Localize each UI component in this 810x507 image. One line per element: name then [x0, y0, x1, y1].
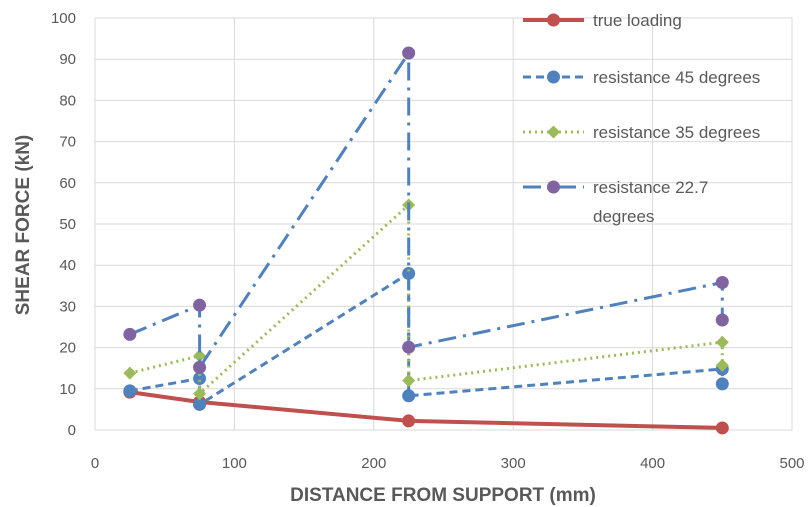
data-series — [123, 46, 729, 435]
y-axis-title: SHEAR FORCE (kN) — [13, 135, 34, 316]
y-tick-label: 80 — [59, 92, 76, 109]
x-axis-title: DISTANCE FROM SUPPORT (mm) — [290, 485, 596, 506]
data-point — [402, 414, 416, 428]
legend-swatch-marker — [547, 180, 560, 194]
data-point — [715, 313, 729, 327]
y-axis-ticks: 0 10 20 30 40 50 60 70 80 90 100 — [51, 10, 76, 439]
x-tick-label: 300 — [501, 455, 526, 472]
data-point — [715, 335, 729, 349]
y-tick-label: 20 — [59, 340, 76, 357]
data-point — [402, 340, 416, 354]
data-point — [193, 397, 207, 411]
y-tick-label: 40 — [59, 257, 76, 274]
legend-swatch-marker — [547, 13, 560, 27]
data-point — [193, 372, 207, 385]
legend-label: resistance 45 degrees — [593, 68, 760, 87]
x-axis-ticks: 0 100 200 300 400 500 — [91, 455, 805, 472]
legend-label: resistance 22.7 — [593, 178, 708, 197]
y-tick-label: 90 — [59, 51, 76, 68]
data-point — [402, 374, 416, 388]
series-2 — [123, 198, 729, 401]
data-point — [193, 360, 207, 374]
series-line — [129, 203, 724, 396]
y-tick-label: 50 — [59, 216, 76, 233]
y-tick-label: 70 — [59, 134, 76, 151]
data-point — [715, 377, 729, 391]
legend-label: degrees — [593, 207, 654, 226]
y-tick-label: 30 — [59, 298, 76, 315]
data-point — [193, 298, 207, 312]
data-point — [402, 389, 416, 403]
series-line — [129, 390, 723, 430]
x-tick-label: 100 — [222, 455, 247, 472]
data-point — [193, 387, 207, 401]
y-tick-label: 100 — [51, 10, 76, 27]
data-point — [715, 276, 729, 290]
x-tick-label: 200 — [361, 455, 386, 472]
data-point — [123, 327, 137, 341]
legend-label: resistance 35 degrees — [593, 123, 760, 142]
y-tick-label: 10 — [59, 381, 76, 398]
x-tick-label: 0 — [91, 455, 99, 472]
series-line — [129, 271, 724, 406]
data-point — [715, 421, 729, 435]
data-point — [123, 384, 137, 398]
data-point — [402, 46, 416, 60]
y-tick-label: 0 — [68, 422, 76, 439]
legend-swatch-marker — [547, 125, 560, 139]
series-3 — [123, 46, 729, 374]
legend-swatch-marker — [547, 70, 560, 84]
data-point — [193, 349, 207, 363]
data-point — [123, 366, 137, 380]
x-tick-label: 500 — [779, 455, 804, 472]
legend: true loading resistance 45 degrees resista… — [523, 11, 760, 226]
data-point — [715, 358, 729, 372]
y-tick-label: 60 — [59, 175, 76, 192]
series-1 — [123, 266, 729, 411]
legend-label: true loading — [593, 11, 682, 30]
x-tick-label: 400 — [640, 455, 665, 472]
